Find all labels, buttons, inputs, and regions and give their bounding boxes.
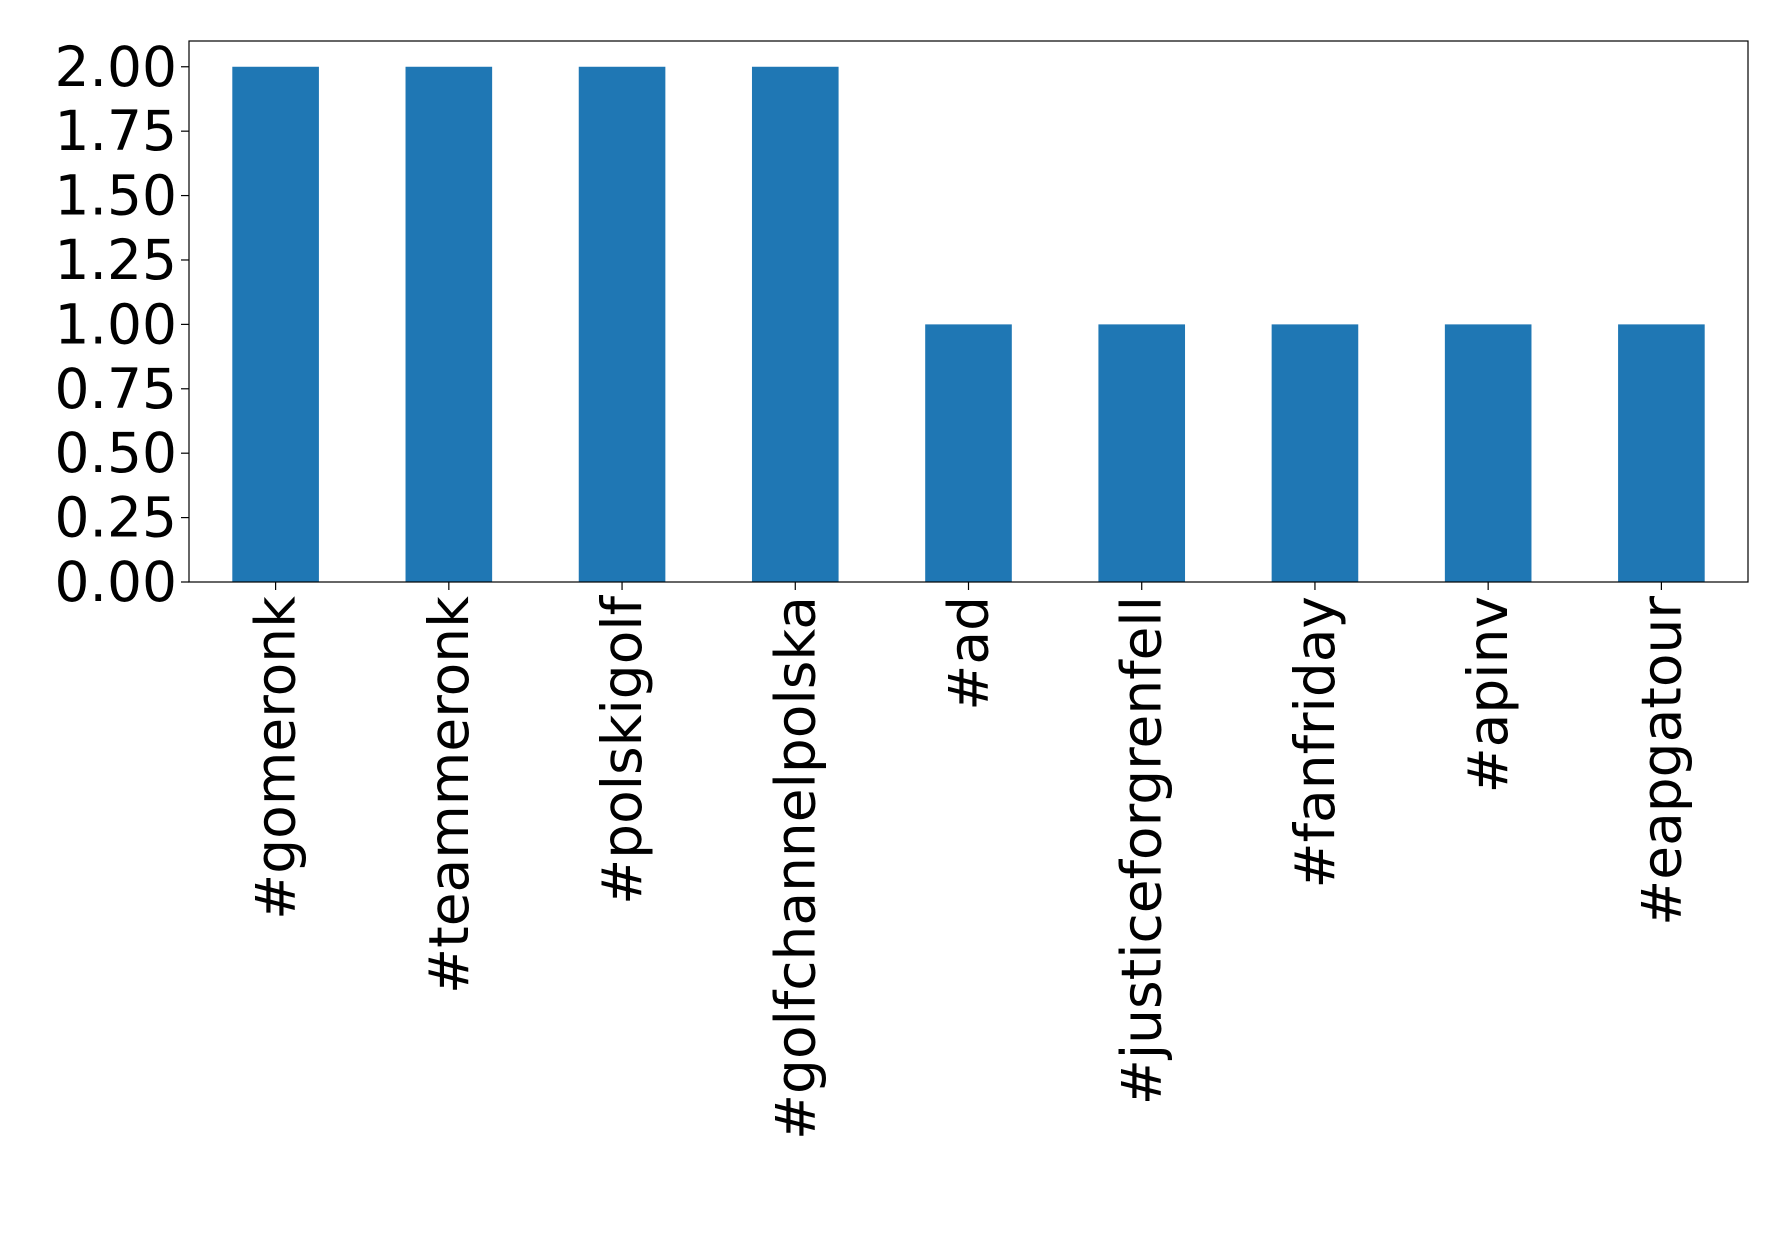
y-tick-label: 0.75 xyxy=(55,357,177,421)
bar xyxy=(232,66,319,582)
y-tick-label: 0.00 xyxy=(55,550,177,614)
x-tick-label: #fanfriday xyxy=(1283,596,1347,888)
x-tick-label: #eapgatour xyxy=(1629,596,1693,926)
x-tick-label: #polskigolf xyxy=(590,594,654,905)
bar xyxy=(751,66,839,582)
y-tick-label: 0.50 xyxy=(55,421,177,485)
x-tick-label: #gomeronk xyxy=(244,596,308,920)
bar xyxy=(925,324,1012,582)
y-tick-label: 1.00 xyxy=(55,292,177,356)
x-tick-label: #ad xyxy=(937,596,1001,711)
plot-frame xyxy=(188,40,1749,583)
bar xyxy=(1098,324,1186,582)
y-tick-label: 2.00 xyxy=(55,35,177,99)
bar xyxy=(405,66,493,582)
y-tick-label: 1.25 xyxy=(55,228,177,292)
bar xyxy=(578,66,666,582)
y-tick-label: 1.75 xyxy=(55,99,177,163)
x-tick-label: #teammeronk xyxy=(417,596,481,994)
y-tick-label: 0.25 xyxy=(55,486,177,550)
bar xyxy=(1618,324,1705,582)
bar xyxy=(1444,324,1532,582)
x-tick-label: #apinv xyxy=(1456,596,1520,793)
x-tick-label: #golfchannelpolska xyxy=(763,596,827,1140)
x-tick-label: #justiceforgrenfell xyxy=(1110,596,1174,1105)
bar xyxy=(1271,324,1359,582)
y-tick-label: 1.50 xyxy=(55,164,177,228)
